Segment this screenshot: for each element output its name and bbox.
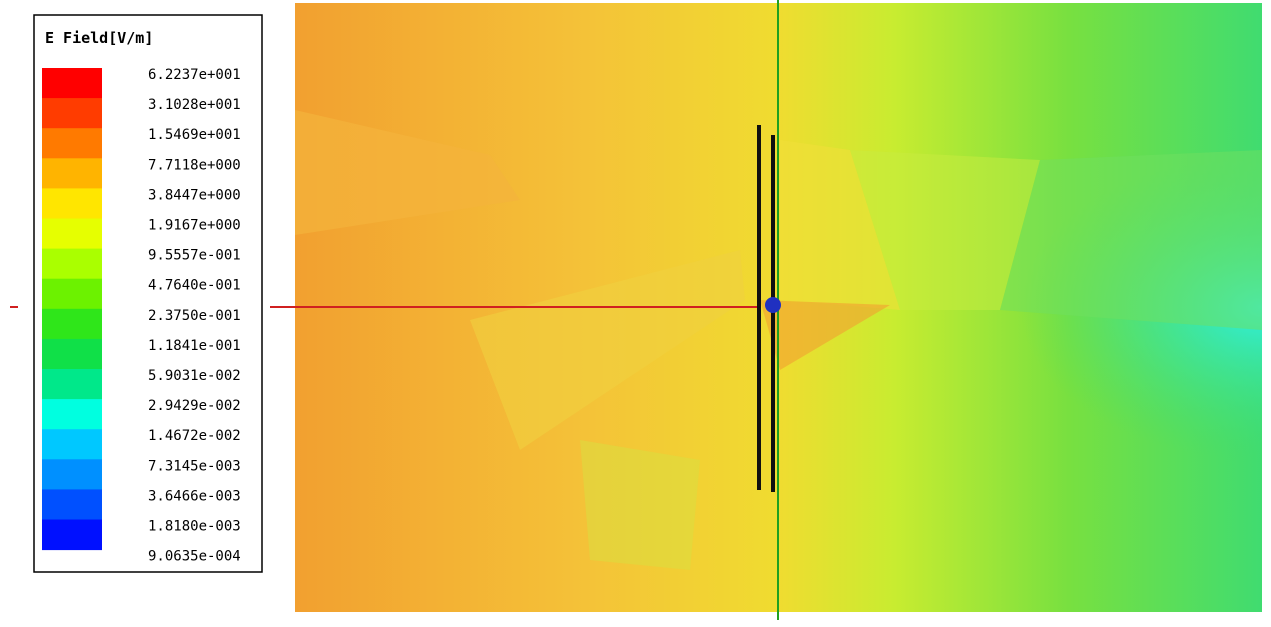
color-swatch [42, 338, 102, 370]
color-swatch [42, 308, 102, 340]
legend-label: 3.8447e+000 [148, 187, 241, 203]
legend-label: 3.1028e+001 [148, 97, 241, 113]
geometry [10, 0, 781, 620]
legend-label: 2.3750e-001 [148, 308, 241, 324]
legend-label: 7.7118e+000 [148, 157, 241, 173]
color-swatch [42, 158, 102, 189]
color-swatch [42, 489, 102, 520]
legend-title: E Field[V/m] [45, 29, 153, 47]
legend-label: 3.6466e-003 [148, 488, 241, 504]
legend-label: 4.7640e-001 [148, 278, 241, 294]
legend-label: 1.8180e-003 [148, 519, 241, 535]
color-swatch [42, 68, 102, 99]
legend-label: 7.3145e-003 [148, 458, 241, 474]
color-swatch [42, 278, 102, 310]
legend-label: 1.4672e-002 [148, 428, 241, 444]
color-swatch [42, 188, 102, 219]
legend-label: 9.0635e-004 [148, 549, 241, 565]
color-swatch [42, 519, 102, 551]
color-swatch [42, 128, 102, 159]
color-swatch [42, 218, 102, 250]
color-swatch [42, 248, 102, 280]
legend-label: 1.1841e-001 [148, 338, 241, 354]
legend-label: 9.5557e-001 [148, 248, 241, 264]
color-swatch [42, 369, 102, 400]
legend-label: 6.2237e+001 [148, 67, 241, 83]
legend: E Field[V/m] 6.2237e+001 3.1028e+001 1.546… [33, 14, 263, 573]
legend-label: 1.5469e+001 [148, 127, 241, 143]
color-swatch [42, 98, 102, 129]
legend-label: 2.9429e-002 [148, 398, 241, 414]
color-swatch [42, 399, 102, 430]
legend-label: 5.9031e-002 [148, 368, 241, 384]
color-swatch [42, 459, 102, 490]
color-swatch [42, 429, 102, 460]
legend-label: 1.9167e+000 [148, 218, 241, 234]
